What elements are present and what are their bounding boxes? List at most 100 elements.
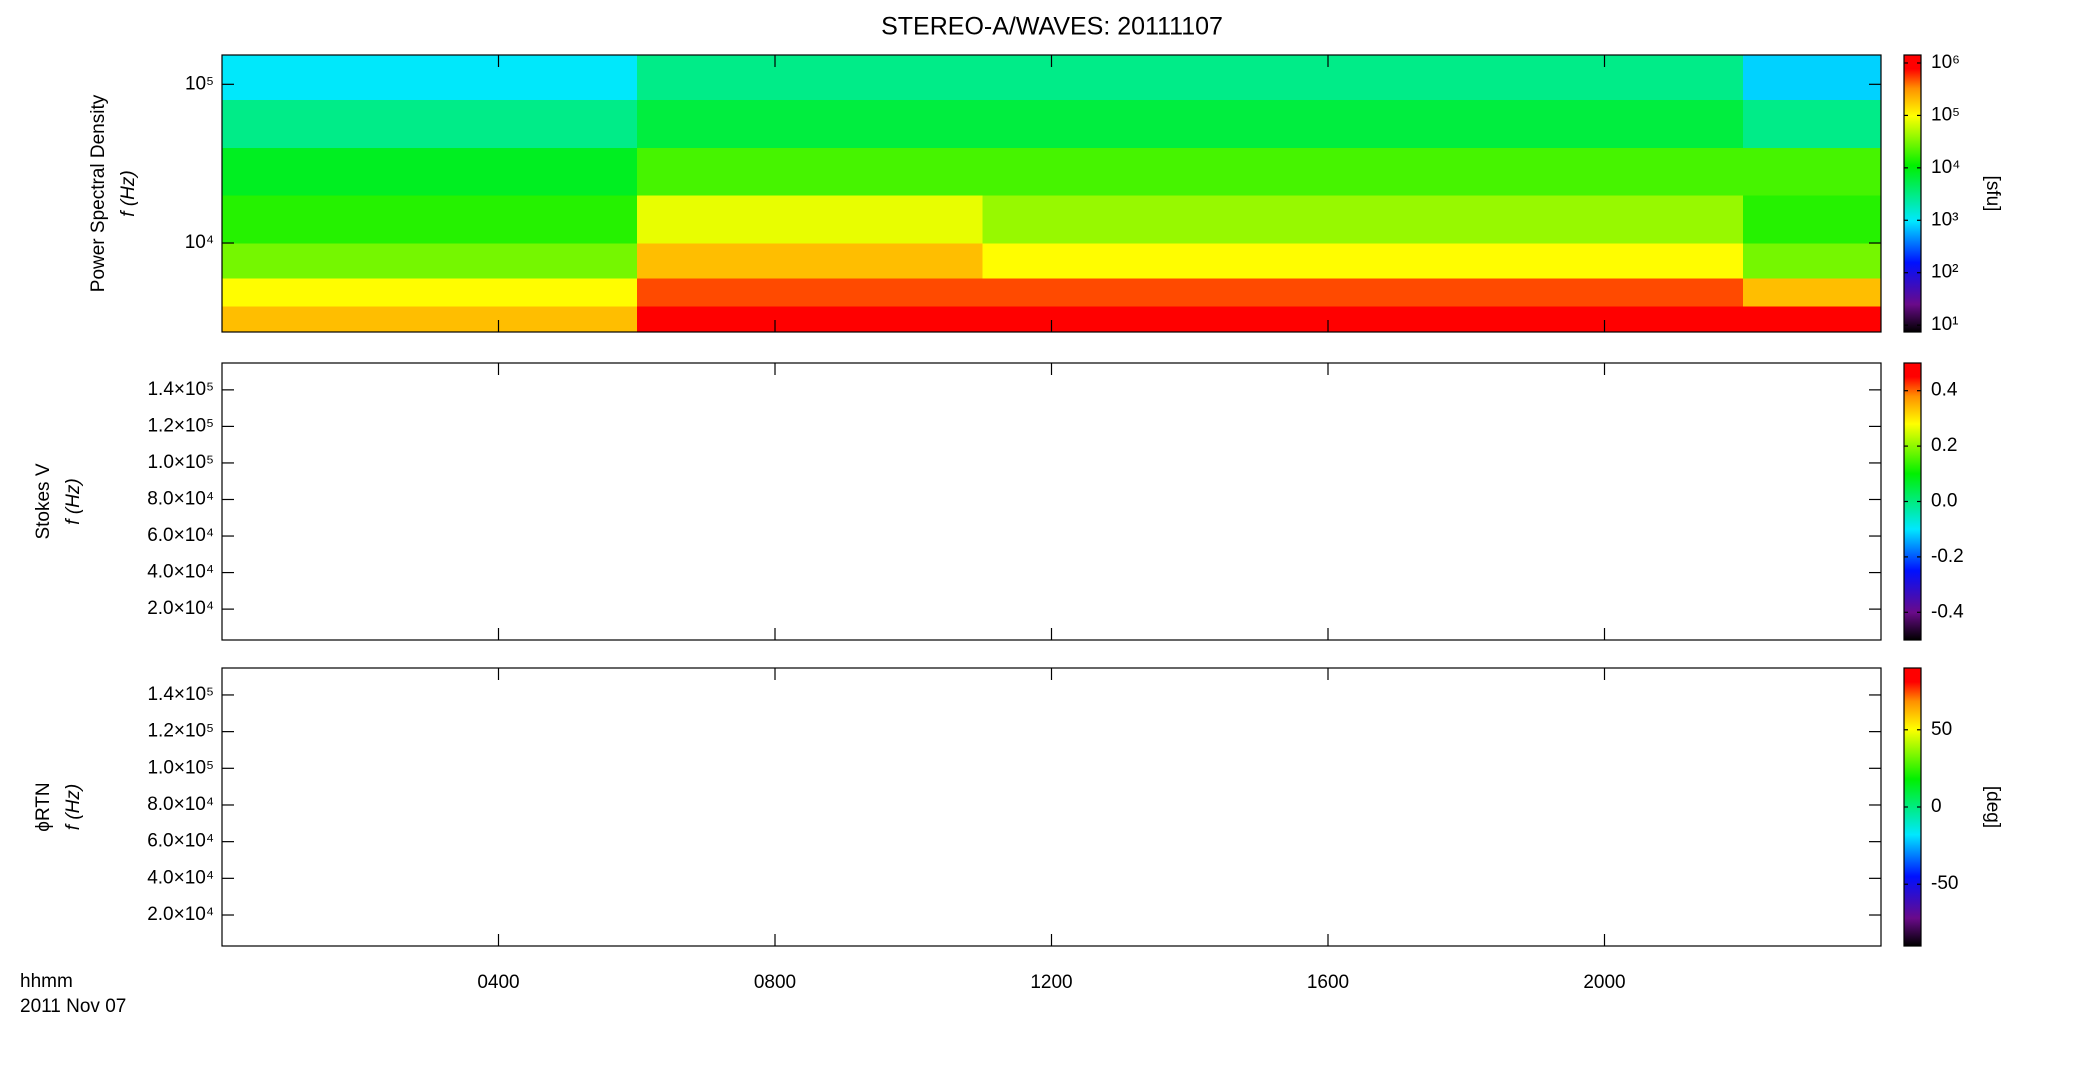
spectrogram-cell bbox=[567, 278, 638, 307]
spectrogram-cell bbox=[982, 55, 1052, 101]
spectrogram-cell bbox=[291, 99, 361, 148]
spectrogram-cell bbox=[1189, 243, 1260, 279]
colorbar-tick-label: -0.2 bbox=[1931, 546, 1964, 567]
y-tick-label: 1.0×10⁵ bbox=[147, 757, 214, 778]
spectrogram-cell bbox=[913, 55, 983, 101]
colorbar-tick-label: 0.4 bbox=[1931, 380, 1958, 401]
y-axis-label: Power Spectral Density bbox=[88, 94, 109, 292]
colorbar-tick-label: 10⁴ bbox=[1931, 157, 1960, 178]
spectrogram-cell bbox=[1811, 306, 1882, 333]
colorbar-tick-label: 0.0 bbox=[1931, 491, 1957, 512]
spectrogram-cell bbox=[1051, 55, 1122, 101]
spectrogram-cell bbox=[1397, 55, 1467, 101]
spectrogram-cell bbox=[498, 278, 569, 307]
spectrogram-cell bbox=[913, 243, 983, 279]
spectrogram-cell bbox=[1466, 99, 1536, 148]
spectrogram-cell bbox=[222, 55, 292, 101]
spectrogram-cell bbox=[498, 195, 569, 244]
y-tick-label: 10⁴ bbox=[185, 232, 214, 253]
spectrogram-cell bbox=[775, 99, 845, 148]
spectrogram-cell bbox=[1328, 243, 1398, 279]
spectrogram-cell bbox=[1328, 278, 1398, 307]
colorbar bbox=[1904, 55, 1921, 332]
spectrogram-cell bbox=[1120, 55, 1191, 101]
y-tick-label: 1.0×10⁵ bbox=[147, 452, 214, 473]
y-axis-label: f (Hz) bbox=[118, 170, 139, 216]
spectrogram-cell bbox=[1742, 99, 1813, 148]
spectrogram-cell bbox=[982, 99, 1052, 148]
spectrogram-cell bbox=[705, 278, 776, 307]
spectrogram-cell bbox=[1742, 147, 1813, 196]
spectrogram-cell bbox=[1466, 195, 1536, 244]
spectrogram-cell bbox=[1673, 55, 1744, 101]
spectrogram-cell bbox=[705, 99, 776, 148]
spectrogram-cell bbox=[1258, 278, 1329, 307]
colorbar-tick-label: 0 bbox=[1931, 796, 1942, 817]
spectrogram-cell bbox=[1328, 195, 1398, 244]
colorbar-tick-label: 10² bbox=[1931, 262, 1958, 283]
spectrogram-cell bbox=[1673, 195, 1744, 244]
spectrogram-cell bbox=[1604, 306, 1675, 333]
spectrogram-cell bbox=[844, 99, 914, 148]
spectrogram-cell bbox=[1397, 243, 1467, 279]
spectrogram-cell bbox=[1466, 243, 1536, 279]
spectrogram-cell bbox=[1189, 147, 1260, 196]
spectrogram-cell bbox=[1328, 147, 1398, 196]
spectrogram-cell bbox=[429, 306, 499, 333]
spectrogram-cell bbox=[1673, 243, 1744, 279]
colorbar bbox=[1904, 668, 1921, 946]
spectrogram-cell bbox=[982, 195, 1052, 244]
spectrogram-cell bbox=[291, 243, 361, 279]
spectrogram-cell bbox=[1258, 243, 1329, 279]
spectrogram-cell bbox=[1258, 195, 1329, 244]
spectrogram-cell bbox=[567, 99, 638, 148]
spectrogram-cell bbox=[222, 306, 292, 333]
spectrogram-cell bbox=[291, 278, 361, 307]
spectrogram-cell bbox=[1397, 278, 1467, 307]
spectrogram-cell bbox=[636, 147, 707, 196]
spectrogram-cell bbox=[636, 99, 707, 148]
colorbar-label: [deg] bbox=[1982, 786, 2003, 828]
spectrogram-cell bbox=[1742, 243, 1813, 279]
spectrogram-cell bbox=[1120, 278, 1191, 307]
spectrogram-cell bbox=[1051, 278, 1122, 307]
spectrogram-cell bbox=[844, 147, 914, 196]
spectrogram-cell bbox=[982, 147, 1052, 196]
y-tick-label: 8.0×10⁴ bbox=[147, 794, 214, 815]
spectrogram-cell bbox=[1535, 147, 1605, 196]
colorbar-tick-label: 0.2 bbox=[1931, 435, 1957, 456]
spectrogram-cell bbox=[844, 278, 914, 307]
y-tick-label: 1.4×10⁵ bbox=[147, 379, 214, 400]
spectrogram-cell bbox=[360, 306, 430, 333]
spectrogram-cell bbox=[844, 243, 914, 279]
spectrogram-cell bbox=[429, 55, 499, 101]
spectrogram-cell bbox=[1328, 99, 1398, 148]
spectrogram-cell bbox=[705, 306, 776, 333]
y-tick-label: 6.0×10⁴ bbox=[147, 525, 214, 546]
spectrogram-cell bbox=[429, 243, 499, 279]
spectrogram-cell bbox=[1604, 99, 1675, 148]
spectrogram-cell bbox=[775, 55, 845, 101]
spectrogram-cell bbox=[1258, 55, 1329, 101]
spectrogram-cell bbox=[222, 243, 292, 279]
plot-frame bbox=[221, 667, 1882, 947]
spectrogram-cell bbox=[1120, 306, 1191, 333]
spectrogram-cell bbox=[1673, 306, 1744, 333]
spectrogram-cell bbox=[429, 99, 499, 148]
x-tick-label: 1200 bbox=[1030, 972, 1072, 993]
y-tick-label: 4.0×10⁴ bbox=[147, 562, 214, 583]
spectrogram-cell bbox=[1258, 99, 1329, 148]
spectrogram-cell bbox=[913, 278, 983, 307]
spectrogram-cell bbox=[222, 99, 292, 148]
spectrogram-cell bbox=[498, 55, 569, 101]
spectrogram-cell bbox=[498, 99, 569, 148]
spectrogram-cell bbox=[1535, 195, 1605, 244]
spectrogram-cell bbox=[360, 278, 430, 307]
spectrogram-cell bbox=[1811, 147, 1882, 196]
spectrogram-cell bbox=[222, 278, 292, 307]
spectrogram-cell bbox=[567, 243, 638, 279]
spectrogram-cell bbox=[429, 278, 499, 307]
x-tick-label: 2000 bbox=[1583, 972, 1625, 993]
spectrogram-cell bbox=[498, 306, 569, 333]
y-axis-label: f (Hz) bbox=[63, 478, 84, 524]
